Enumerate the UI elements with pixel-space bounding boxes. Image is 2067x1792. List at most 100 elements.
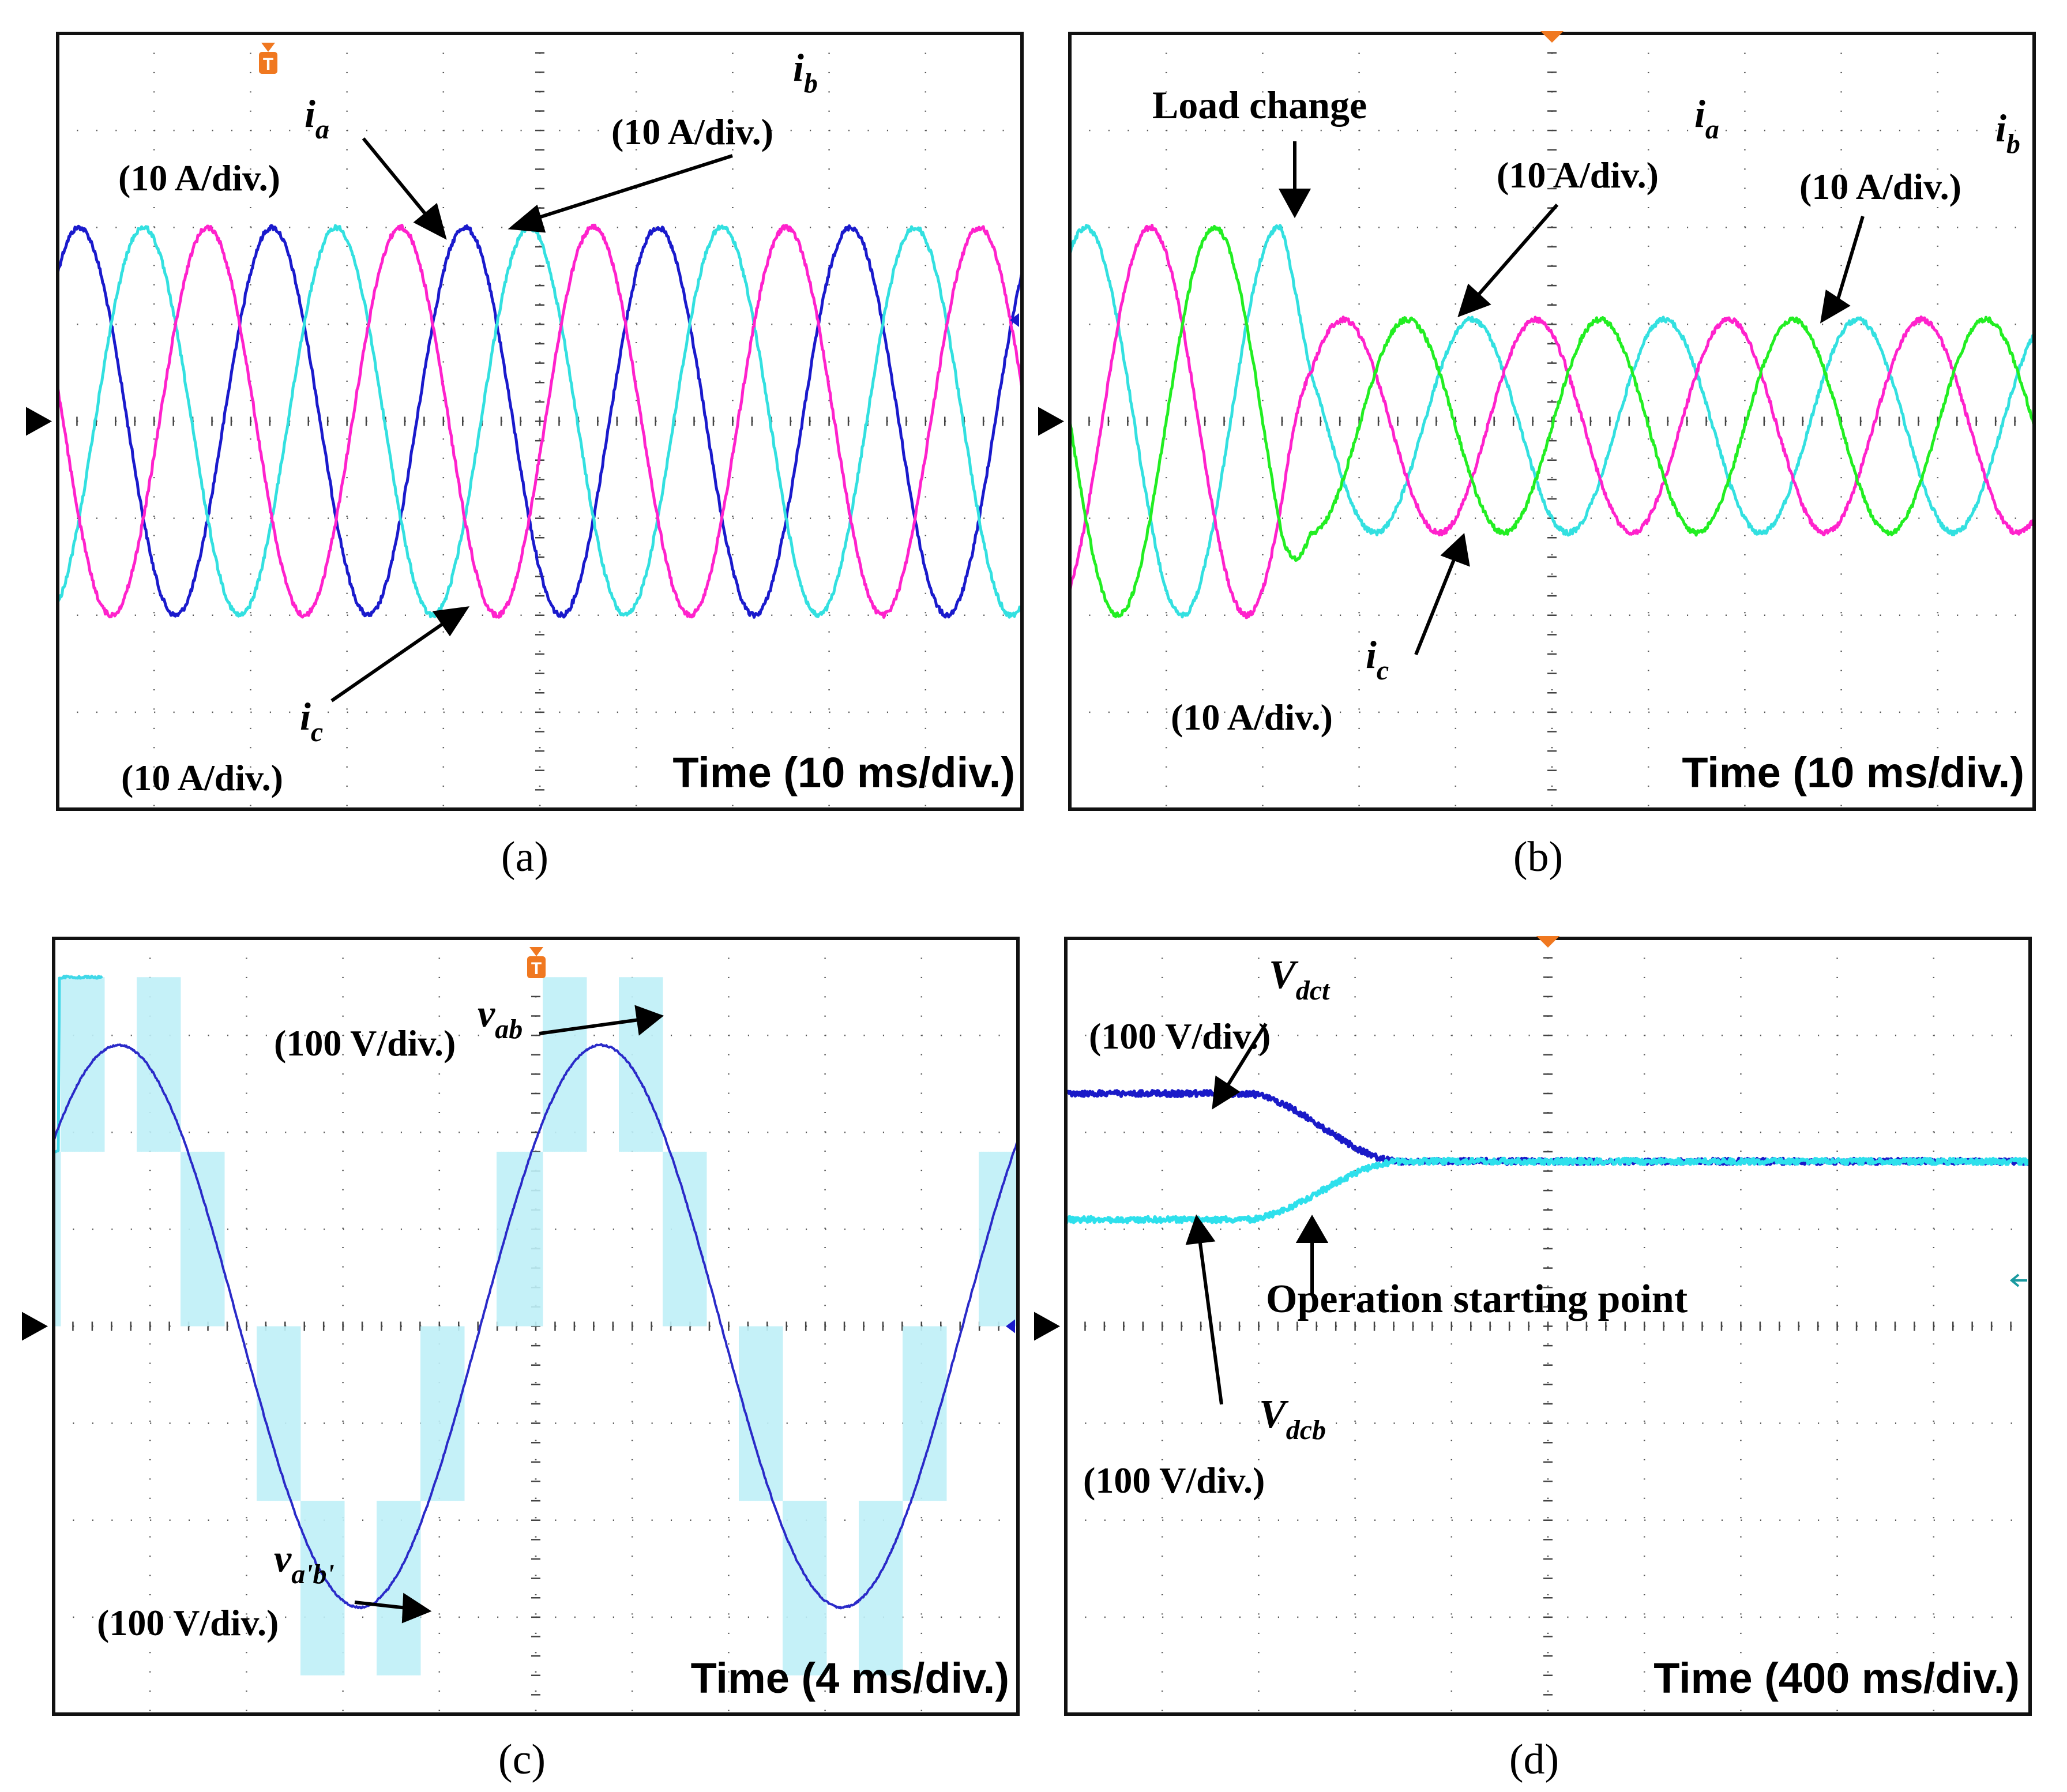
pwm-band-segment bbox=[651, 977, 654, 1152]
pwm-band-segment bbox=[102, 977, 105, 1152]
panel-d-vdcb-scale: (100 V/div.) bbox=[1083, 1460, 1265, 1501]
pwm-band-segment bbox=[287, 1326, 290, 1501]
pwm-band-segment bbox=[56, 1151, 59, 1327]
pwm-band-segment bbox=[187, 1151, 190, 1327]
pwm-band-segment bbox=[335, 1501, 338, 1675]
pwm-band-segment bbox=[72, 977, 75, 1152]
arrow-b-ic-head bbox=[1440, 532, 1470, 567]
pwm-band-segment bbox=[859, 1501, 862, 1675]
pwm-band-segment bbox=[545, 977, 548, 1152]
pwm-band-segment bbox=[204, 1151, 206, 1327]
pwm-band-segment bbox=[217, 1151, 220, 1327]
panel-a-time-label: Time (10 ms/div.) bbox=[672, 749, 1015, 797]
pwm-band-segment bbox=[771, 1326, 774, 1501]
pwm-band-segment bbox=[785, 1501, 788, 1675]
pwm-band-segment bbox=[277, 1326, 280, 1501]
panel-d-vdcb-label: Vdcb bbox=[1259, 1392, 1326, 1445]
pwm-band-segment bbox=[672, 1151, 675, 1327]
channel-marker-icon bbox=[1010, 313, 1019, 327]
pwm-band-segment bbox=[524, 1151, 527, 1327]
pwm-band-segment bbox=[289, 1326, 292, 1501]
pwm-band-segment bbox=[656, 977, 659, 1152]
pwm-band-segment bbox=[815, 1501, 818, 1675]
pwm-band-segment bbox=[935, 1326, 938, 1501]
pwm-band-segment bbox=[384, 1501, 386, 1675]
pwm-band-segment bbox=[886, 1501, 889, 1675]
pwm-band-segment bbox=[61, 977, 63, 1152]
pwm-band-segment bbox=[275, 1326, 278, 1501]
pwm-band-segment bbox=[686, 1151, 689, 1327]
pwm-band-segment bbox=[416, 1501, 419, 1675]
pwm-band-segment bbox=[697, 1151, 700, 1327]
pwm-band-segment bbox=[326, 1501, 329, 1675]
pwm-band-segment bbox=[893, 1501, 896, 1675]
pwm-band-segment bbox=[423, 1326, 426, 1501]
panel-b-labels: Load change ia (10 A/div.) ib (10 A/div.… bbox=[1152, 83, 2024, 881]
pwm-band-segment bbox=[907, 1326, 910, 1501]
pwm-band-segment bbox=[559, 977, 562, 1152]
panel-a-labels: ia (10 A/div.) ib (10 A/div.) ic (10 A/d… bbox=[118, 46, 1015, 881]
pwm-band-segment bbox=[264, 1326, 266, 1501]
pwm-band-segment bbox=[137, 977, 140, 1152]
pwm-band-segment bbox=[185, 1151, 188, 1327]
pwm-band-segment bbox=[148, 977, 151, 1152]
panel-c-caption: (c) bbox=[498, 1736, 546, 1783]
pwm-band-segment bbox=[160, 977, 163, 1152]
arrow-d-vdct bbox=[1224, 1023, 1268, 1090]
arrow-b-ib-head bbox=[1820, 289, 1851, 324]
pwm-band-segment bbox=[861, 1501, 864, 1675]
pwm-band-segment bbox=[510, 1151, 513, 1327]
pwm-band-segment bbox=[568, 977, 571, 1152]
pwm-band-segment bbox=[340, 1501, 343, 1675]
pwm-band-segment bbox=[702, 1151, 705, 1327]
pwm-band-segment bbox=[381, 1501, 384, 1675]
pwm-band-segment bbox=[803, 1501, 806, 1675]
panel-d-vdct-scale: (100 V/div.) bbox=[1089, 1016, 1271, 1057]
pwm-band-segment bbox=[1013, 1151, 1016, 1327]
pwm-band-segment bbox=[167, 977, 170, 1152]
pwm-band-segment bbox=[658, 977, 661, 1152]
pwm-band-segment bbox=[58, 1151, 61, 1327]
trace-vapbp bbox=[52, 1043, 1019, 1610]
pwm-band-segment bbox=[100, 977, 103, 1152]
pwm-band-segment bbox=[296, 1326, 299, 1501]
pwm-band-segment bbox=[540, 1151, 543, 1327]
pwm-band-segment bbox=[584, 977, 587, 1152]
pwm-band-segment bbox=[882, 1501, 885, 1675]
pwm-band-segment bbox=[769, 1326, 772, 1501]
pwm-band-segment bbox=[681, 1151, 684, 1327]
pwm-band-segment bbox=[199, 1151, 202, 1327]
pwm-band-segment bbox=[333, 1501, 336, 1675]
pwm-band-segment bbox=[926, 1326, 929, 1501]
pwm-band-segment bbox=[792, 1501, 795, 1675]
pwm-band-segment bbox=[1009, 1151, 1012, 1327]
pwm-band-segment bbox=[748, 1326, 751, 1501]
pwm-band-segment bbox=[635, 977, 638, 1152]
pwm-band-segment bbox=[787, 1501, 790, 1675]
arrow-b-ia bbox=[1475, 204, 1559, 298]
panel-d-arrows bbox=[1185, 1023, 1329, 1405]
pwm-band-segment bbox=[557, 977, 559, 1152]
pwm-band-segment bbox=[321, 1501, 324, 1675]
pwm-band-segment bbox=[983, 1151, 986, 1327]
pwm-band-segment bbox=[566, 977, 569, 1152]
pwm-band-segment bbox=[884, 1501, 887, 1675]
pwm-band-segment bbox=[222, 1151, 225, 1327]
pwm-band-segment bbox=[337, 1501, 340, 1675]
pwm-band-segment bbox=[626, 977, 629, 1152]
pwm-band-segment bbox=[164, 977, 167, 1152]
pwm-band-segment bbox=[623, 977, 626, 1152]
pwm-band-segment bbox=[81, 977, 84, 1152]
pwm-band-segment bbox=[194, 1151, 197, 1327]
arrow-a-ic bbox=[330, 621, 445, 702]
pwm-band-segment bbox=[390, 1501, 393, 1675]
arrow-b-ib bbox=[1835, 216, 1865, 303]
pwm-band-segment bbox=[314, 1501, 317, 1675]
pwm-band-segment bbox=[259, 1326, 262, 1501]
trace-i_b bbox=[1068, 223, 2035, 619]
panel-b-caption: (b) bbox=[1513, 833, 1563, 881]
pwm-band-segment bbox=[644, 977, 647, 1152]
pwm-band-segment bbox=[508, 1151, 511, 1327]
channel-marker-icon bbox=[2009, 1273, 2027, 1287]
pwm-band-segment bbox=[342, 1501, 345, 1675]
